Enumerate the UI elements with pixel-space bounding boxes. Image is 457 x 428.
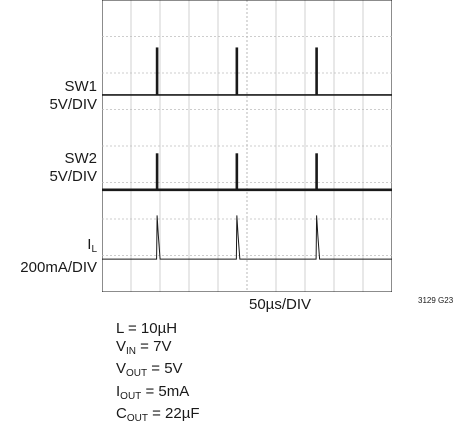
sw2-label: SW2 5V/DIV: [49, 150, 97, 185]
sw1-pulse: [315, 47, 318, 95]
scope-traces: [102, 47, 392, 260]
x-axis-label: 50µs/DIV: [249, 296, 311, 313]
sw2-pulse: [235, 153, 239, 190]
il-trace: [102, 215, 392, 260]
conditions-block: L = 10µH VIN = 7V VOUT = 5V IOUT = 5mA C…: [116, 320, 200, 428]
sw1-label: SW1 5V/DIV: [49, 78, 97, 113]
scope-grid: [102, 0, 392, 292]
condition-cout: COUT = 22µF: [116, 405, 200, 424]
sw1-pulse: [155, 47, 159, 95]
oscilloscope-plot: [102, 0, 392, 292]
condition-inductance: L = 10µH: [116, 320, 178, 337]
il-label: IL 200mA/DIV: [20, 236, 97, 276]
condition-iout: IOUT = 5mA: [116, 382, 190, 402]
condition-vin: VIN = 7V: [116, 337, 172, 357]
sw2-pulse: [155, 153, 159, 190]
sw2-pulse: [315, 153, 318, 190]
figure-id: 3129 G23: [418, 296, 454, 305]
sw1-pulse: [235, 47, 239, 95]
condition-vout: VOUT = 5V: [116, 360, 183, 379]
